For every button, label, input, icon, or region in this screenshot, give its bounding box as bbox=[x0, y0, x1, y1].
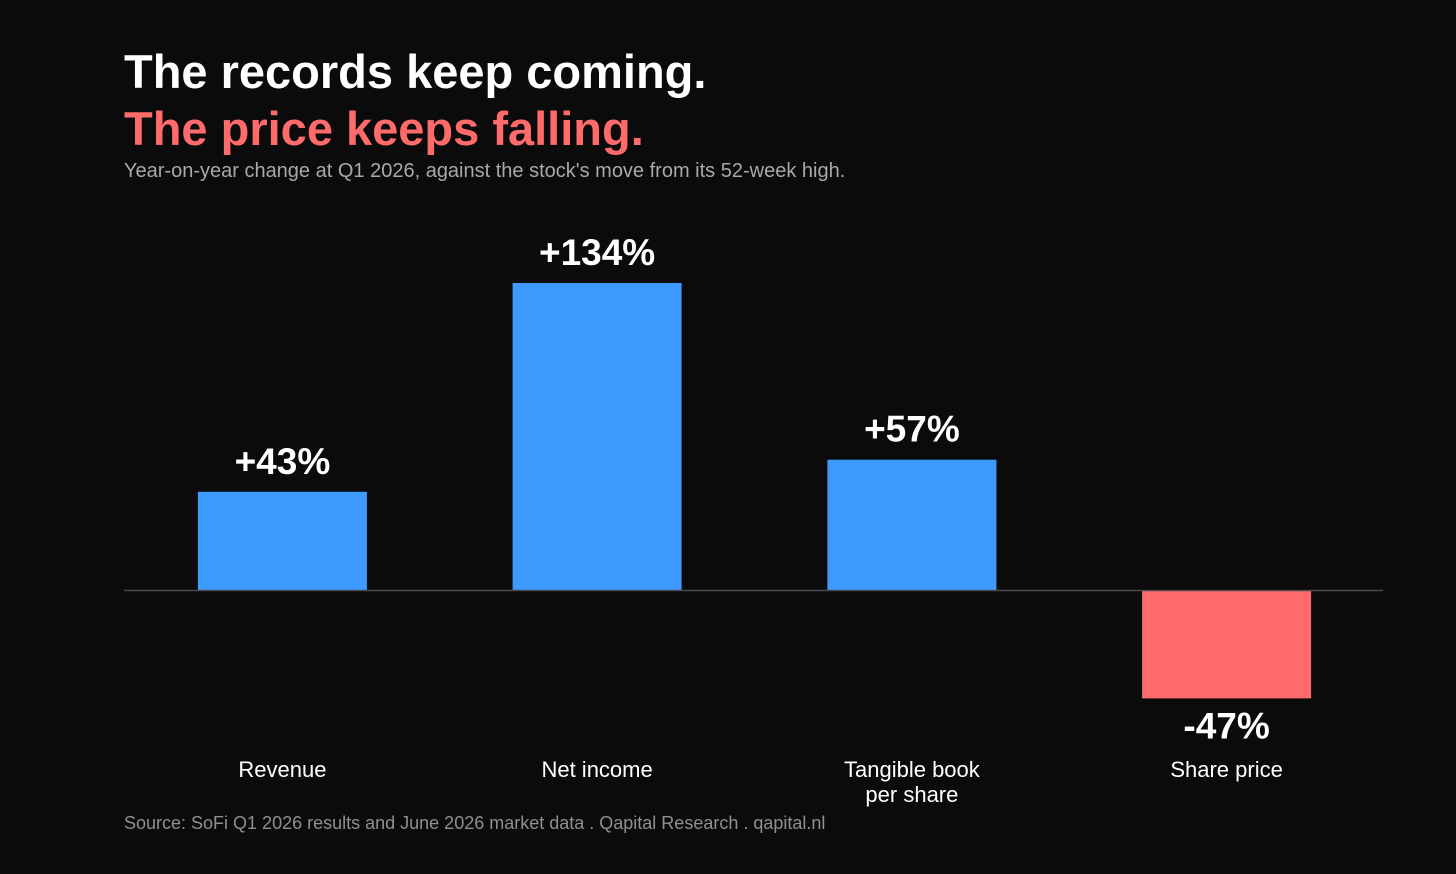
chart-subtitle: Year-on-year change at Q1 2026, against … bbox=[124, 160, 846, 182]
bar-3 bbox=[1142, 590, 1312, 699]
category-label-2-line-1: per share bbox=[865, 782, 958, 807]
bars-group bbox=[197, 283, 1312, 699]
category-label-3-line-0: Share price bbox=[1170, 757, 1283, 782]
value-label-2: +57% bbox=[864, 409, 960, 450]
category-label-3: Share price bbox=[1170, 757, 1283, 782]
category-label-1: Net income bbox=[541, 757, 652, 782]
category-label-0-line-0: Revenue bbox=[238, 757, 326, 782]
category-label-2: Tangible book per share bbox=[844, 757, 981, 807]
bar-1 bbox=[512, 283, 682, 591]
chart-title-line-2: The price keeps falling. bbox=[124, 102, 644, 155]
bar-0 bbox=[197, 491, 367, 591]
value-label-0: +43% bbox=[235, 441, 331, 482]
category-label-1-line-0: Net income bbox=[541, 757, 652, 782]
category-label-0: Revenue bbox=[238, 757, 326, 782]
category-label-2-line-0: Tangible book bbox=[844, 757, 981, 782]
source-note: Source: SoFi Q1 2026 results and June 20… bbox=[124, 813, 826, 833]
category-labels-group: Revenue Net income Tangible book per share S… bbox=[238, 757, 1282, 807]
value-label-1: +134% bbox=[539, 232, 655, 273]
value-labels-group: +43% +134% +57% -47% bbox=[235, 232, 1270, 746]
chart-title-line-1: The records keep coming. bbox=[124, 45, 707, 98]
bar-2 bbox=[827, 459, 997, 591]
value-label-3: -47% bbox=[1183, 705, 1269, 746]
